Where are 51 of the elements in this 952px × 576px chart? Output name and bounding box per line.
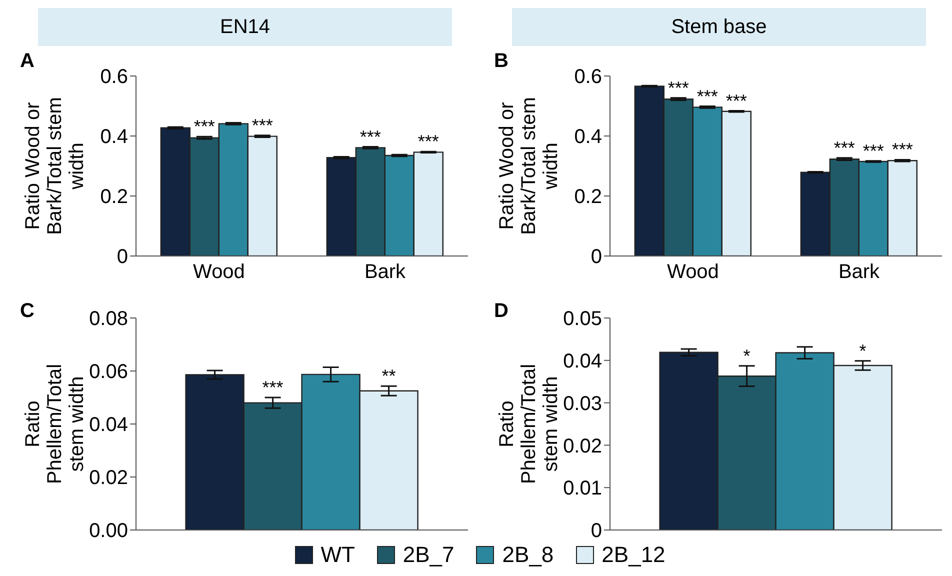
y-tick-label: 0.05 bbox=[563, 308, 602, 330]
data-label: ** bbox=[382, 366, 396, 386]
y-tick-label: 0.2 bbox=[574, 186, 602, 208]
data-label: * bbox=[859, 340, 866, 361]
y-axis-title: Ratio Wood or Bark/Total stem width bbox=[496, 97, 562, 235]
data-label: *** bbox=[418, 132, 439, 152]
y-axis-title: Ratio Wood or Bark/Total stem width bbox=[22, 97, 88, 235]
x-tick-label: Bark bbox=[364, 261, 407, 284]
text: C bbox=[20, 300, 34, 323]
y-tick-label: 0.02 bbox=[563, 435, 602, 458]
chart-title: EN14 bbox=[38, 8, 452, 46]
data-label: *** bbox=[862, 140, 884, 161]
data-label: *** bbox=[668, 78, 689, 98]
data-label: * bbox=[743, 346, 750, 366]
x-tick-label: Wood bbox=[667, 261, 719, 284]
y-tick-label: 0.04 bbox=[563, 350, 602, 372]
legend-label: 2B_7 bbox=[402, 542, 454, 568]
legend-label: WT bbox=[320, 542, 355, 568]
x-tick-label: Bark bbox=[838, 261, 881, 284]
y-tick-label: 0.01 bbox=[563, 478, 602, 500]
y-tick-label: 0.03 bbox=[563, 392, 602, 415]
y-tick-label: 0.6 bbox=[100, 66, 128, 88]
text: B bbox=[494, 50, 508, 73]
y-tick-label: 0.4 bbox=[100, 126, 128, 148]
y-axis-title: Ratio Phellem/Total stem width bbox=[496, 364, 562, 484]
legend-label: 2B_8 bbox=[502, 542, 554, 568]
data-label: *** bbox=[892, 140, 913, 160]
y-tick-label: 0 bbox=[116, 246, 128, 268]
y-tick-label: 0.06 bbox=[89, 361, 128, 384]
y-tick-label: 0 bbox=[590, 520, 602, 542]
y-tick-label: 0 bbox=[590, 246, 602, 268]
data-label: *** bbox=[696, 86, 718, 106]
text: D bbox=[494, 300, 508, 323]
legend-label: 2B_12 bbox=[602, 542, 666, 568]
data-label: *** bbox=[726, 90, 747, 111]
text: A bbox=[20, 50, 34, 73]
y-tick-label: 0.04 bbox=[89, 414, 128, 436]
data-label: *** bbox=[252, 115, 273, 136]
data-label: *** bbox=[262, 378, 284, 398]
y-tick-label: 0.6 bbox=[574, 66, 602, 88]
y-tick-label: 0.00 bbox=[89, 520, 128, 542]
data-label: *** bbox=[194, 116, 215, 137]
y-tick-label: 0.4 bbox=[574, 126, 602, 148]
y-tick-label: 0.02 bbox=[89, 467, 128, 490]
chart-title: Stem base bbox=[512, 8, 926, 46]
data-label: *** bbox=[834, 138, 855, 158]
y-tick-label: 0.2 bbox=[100, 186, 128, 208]
x-tick-label: Wood bbox=[193, 261, 245, 284]
y-axis-title: Ratio Phellem/Total stem width bbox=[22, 364, 88, 484]
y-tick-label: 0.08 bbox=[89, 308, 128, 330]
data-label: *** bbox=[360, 126, 381, 147]
